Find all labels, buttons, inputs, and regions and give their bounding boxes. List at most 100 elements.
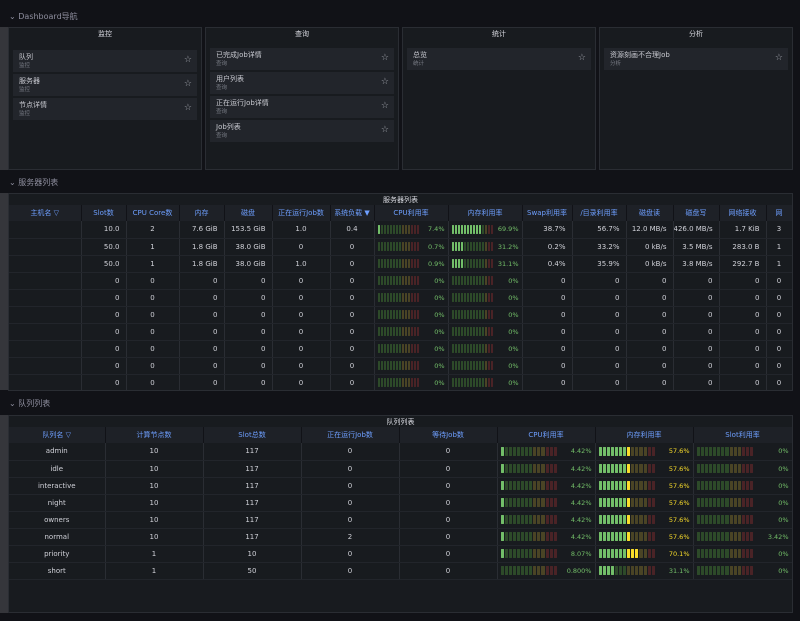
table-row[interactable]: interactive 10 117 0 0 4.42% 57.6% 0% — [9, 477, 792, 495]
table-row[interactable]: 50.0 1 1.8 GiB 38.0 GiB 0 0 0.7% 31.2% 0.2% 33.2%… — [9, 238, 792, 256]
dashboard-link[interactable]: 已完成Job详情 查询 ☆ — [210, 48, 394, 70]
star-icon[interactable]: ☆ — [380, 53, 389, 63]
gauge-segment — [696, 532, 700, 541]
column-header[interactable]: 主机名 ▽ — [9, 205, 82, 221]
gauge-bar — [696, 498, 754, 507]
dashboard-link[interactable]: 节点详情 监控 ☆ — [13, 98, 197, 120]
panel-title: 队列列表 — [386, 418, 415, 426]
gauge-segment — [713, 549, 717, 558]
table-row[interactable]: 50.0 1 1.8 GiB 38.0 GiB 1.0 0 0.9% 31.1% 0.4% 35.… — [9, 255, 792, 273]
gauge-segment — [395, 224, 398, 234]
table-row[interactable]: 0 0 0 0 0 0 0% 0% 0 0 0 0 0 0 — [9, 272, 792, 290]
column-header[interactable]: 网络接收 — [719, 205, 767, 221]
column-header[interactable]: Slot数 — [81, 205, 127, 221]
gauge-segment — [598, 498, 602, 507]
gauge-segment — [742, 498, 746, 507]
column-header[interactable]: Slot利用率 — [693, 427, 792, 443]
row-title-dashboard-nav[interactable]: ⌄ Dashboard导航 — [9, 12, 78, 21]
column-header[interactable]: 系统负载 ▼ — [330, 205, 375, 221]
row-title-servers[interactable]: ⌄ 服务器列表 — [9, 178, 59, 187]
cell-slots: 117 — [203, 494, 302, 512]
cell-cpu-usage: 4.42% — [497, 460, 596, 478]
star-icon[interactable]: ☆ — [380, 125, 389, 135]
cpu-gauge: 4.42% — [498, 443, 595, 459]
dashboard-link[interactable]: 正在运行Job详情 查询 ☆ — [210, 96, 394, 118]
mem-gauge: 57.6% — [596, 443, 693, 459]
star-icon[interactable]: ☆ — [577, 53, 586, 63]
dashboard-link[interactable]: 队列 监控 ☆ — [13, 50, 197, 72]
column-header[interactable]: 内存利用率 — [595, 427, 694, 443]
sort-desc-icon[interactable]: ▼ — [362, 209, 370, 217]
table-row[interactable]: short 1 50 0 0 0.800% 31.1% 0% — [9, 562, 792, 580]
dashboard-link[interactable]: Job列表 查询 ☆ — [210, 120, 394, 142]
column-header[interactable]: 正在运行Job数 — [272, 205, 331, 221]
gauge-segment — [696, 481, 700, 490]
column-header[interactable]: 内存利用率 — [448, 205, 523, 221]
cell-disk: 0 — [224, 374, 273, 390]
column-header[interactable]: /目录利用率 — [572, 205, 627, 221]
filter-icon[interactable]: ▽ — [51, 209, 60, 217]
star-icon[interactable]: ☆ — [380, 101, 389, 111]
column-header[interactable]: 计算节点数 — [105, 427, 204, 443]
dashboard-link[interactable]: 资源刻画不合理Job 分析 ☆ — [604, 48, 788, 70]
star-icon[interactable]: ☆ — [774, 53, 783, 63]
column-header[interactable]: 磁盘写 — [673, 205, 720, 221]
table-row[interactable]: night 10 117 0 0 4.42% 57.6% 0% — [9, 494, 792, 512]
table-row[interactable]: owners 10 117 0 0 4.42% 57.6% 0% — [9, 511, 792, 529]
filter-icon[interactable]: ▽ — [63, 431, 72, 439]
dashboard-link[interactable]: 总览 统计 ☆ — [407, 48, 591, 70]
table-row[interactable]: normal 10 117 2 0 4.42% 57.6% 3.42% — [9, 528, 792, 546]
column-header[interactable]: 队列名 ▽ — [9, 427, 106, 443]
gauge-segment — [610, 464, 614, 473]
table-row[interactable]: 0 0 0 0 0 0 0% 0% 0 0 0 0 0 0 — [9, 289, 792, 307]
star-icon[interactable]: ☆ — [183, 79, 192, 89]
server-table-scroll[interactable]: 主机名 ▽ Slot数 CPU Core数 内存 磁盘 正在运行Job数 系统负载 ▼ CPU… — [9, 205, 792, 390]
gauge-segment — [610, 566, 614, 575]
cell-jobs: 1.0 — [272, 221, 331, 239]
gauge-segment — [460, 378, 463, 387]
cell-wr: 0 — [673, 323, 720, 341]
star-icon[interactable]: ☆ — [183, 55, 192, 65]
table-row[interactable]: 0 0 0 0 0 0 0% 0% 0 0 0 0 0 0 — [9, 306, 792, 324]
gauge-segment — [545, 566, 549, 575]
star-icon[interactable]: ☆ — [183, 103, 192, 113]
gauge-segment — [466, 259, 469, 268]
column-header[interactable]: CPU Core数 — [126, 205, 180, 221]
column-header[interactable]: 磁盘读 — [626, 205, 674, 221]
dashboard-link[interactable]: 服务器 监控 ☆ — [13, 74, 197, 96]
table-row[interactable]: priority 1 10 0 0 8.07% 70.1% 0% — [9, 545, 792, 563]
gauge-segment — [472, 242, 475, 251]
column-header[interactable]: 正在运行Job数 — [301, 427, 400, 443]
column-header[interactable]: 磁盘 — [224, 205, 273, 221]
dashboard-link[interactable]: 用户列表 查询 ☆ — [210, 72, 394, 94]
table-row[interactable]: 0 0 0 0 0 0 0% 0% 0 0 0 0 0 0 — [9, 357, 792, 375]
gauge-segment — [525, 464, 529, 473]
cell-net: 0 — [719, 357, 767, 375]
row-title-queues[interactable]: ⌄ 队列列表 — [9, 399, 51, 408]
table-row[interactable]: 0 0 0 0 0 0 0% 0% 0 0 0 0 0 0 — [9, 323, 792, 341]
gauge-segment — [696, 498, 700, 507]
gauge-segment — [377, 378, 380, 387]
cell-cores: 1 — [126, 238, 180, 256]
gauge-segment — [750, 515, 754, 524]
table-row[interactable]: 10.0 2 7.6 GiB 153.5 GiB 1.0 0.4 7.4% 69.9% 38.7… — [9, 221, 792, 239]
table-row[interactable]: 0 0 0 0 0 0 0% 0% 0 0 0 0 0 0 — [9, 340, 792, 358]
table-row[interactable]: 0 0 0 0 0 0 0% 0% 0 0 0 0 0 0 — [9, 374, 792, 390]
gauge-segment — [500, 498, 504, 507]
gauge-segment — [460, 344, 463, 353]
cell-wr: 0 — [673, 272, 720, 290]
column-header[interactable]: CPU利用率 — [374, 205, 449, 221]
star-icon[interactable]: ☆ — [380, 77, 389, 87]
column-header[interactable]: Slot总数 — [203, 427, 302, 443]
column-header[interactable]: 内存 — [179, 205, 225, 221]
table-row[interactable]: admin 10 117 0 0 4.42% 57.6% 0% — [9, 443, 792, 461]
column-header[interactable]: Swap利用率 — [522, 205, 573, 221]
queue-table-scroll[interactable]: 队列名 ▽ 计算节点数 Slot总数 正在运行Job数 等待Job数 CPU利用率 内存利用… — [9, 427, 792, 613]
column-header[interactable]: CPU利用率 — [497, 427, 596, 443]
cell-waiting: 0 — [399, 477, 498, 495]
column-header[interactable]: 等待Job数 — [399, 427, 498, 443]
gauge-segment — [484, 361, 487, 370]
column-header[interactable]: 网 — [766, 205, 792, 221]
table-row[interactable]: idle 10 117 0 0 4.42% 57.6% 0% — [9, 460, 792, 478]
mem-gauge: 0% — [449, 375, 522, 391]
